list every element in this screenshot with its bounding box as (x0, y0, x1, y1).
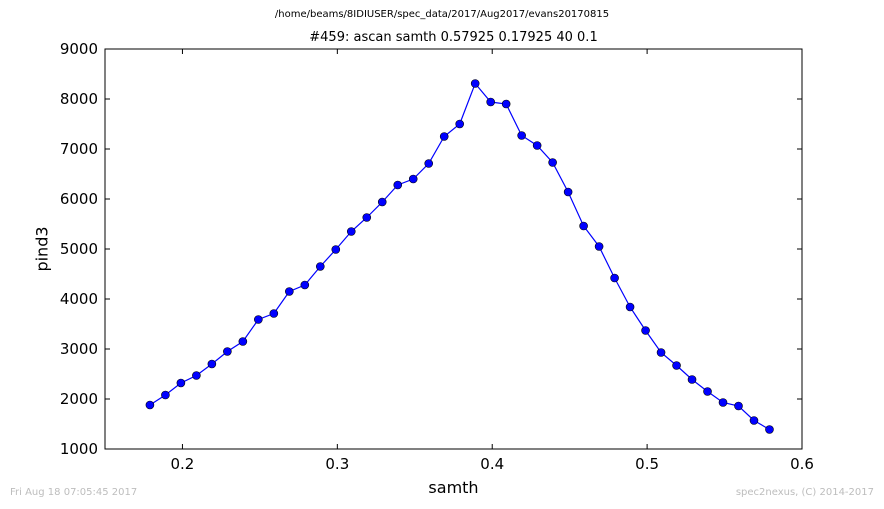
y-tick-label: 4000 (60, 290, 98, 308)
data-point (687, 375, 697, 384)
y-axis-label: pind3 (32, 226, 52, 272)
data-point (486, 97, 495, 107)
data-point (734, 401, 743, 411)
axis-ticks: 0.2 0.3 0.4 0.5 0.6 1000 2000 3000 4000 5000 6000 7… (60, 40, 814, 473)
data-point (393, 180, 403, 190)
data-point (455, 119, 464, 129)
data-point (610, 273, 619, 283)
copyright-footer: spec2nexus, (C) 2014-2017 (735, 487, 874, 498)
data-point (192, 371, 201, 380)
data-point (656, 348, 666, 357)
timestamp-footer: Fri Aug 18 07:05:45 2017 (10, 487, 138, 498)
y-tick-label: 2000 (60, 390, 98, 408)
data-point (269, 309, 279, 318)
plot-frame (104, 48, 803, 450)
data-point (254, 315, 263, 324)
data-point (346, 227, 356, 236)
chart-title: #459: ascan samth 0.57925 0.17925 40 0.1 (309, 30, 598, 45)
data-point (300, 280, 310, 290)
data-point (223, 347, 232, 356)
data-point (672, 361, 681, 370)
data-point (749, 416, 759, 425)
data-point (408, 174, 418, 184)
y-tick-label: 6000 (60, 190, 98, 208)
file-path-title: /home/beams/8IDIUSER/spec_data/2017/Aug2… (274, 9, 610, 20)
y-tick-label: 1000 (60, 440, 98, 458)
data-point (145, 400, 155, 410)
data-point (315, 262, 325, 271)
data-point (548, 158, 557, 167)
data-point (641, 326, 650, 335)
data-point (207, 359, 217, 369)
y-tick-label: 5000 (60, 240, 98, 258)
data-point (331, 245, 341, 254)
x-axis-label: samth (428, 478, 479, 497)
series-line-group (145, 79, 774, 434)
data-point (285, 287, 294, 296)
data-point (703, 387, 712, 396)
data-point (161, 390, 170, 400)
data-point (594, 242, 604, 251)
data-point (718, 398, 728, 407)
x-tick-label: 0.2 (171, 455, 195, 473)
y-tick-label: 8000 (60, 90, 98, 108)
x-tick-label: 0.5 (635, 455, 659, 473)
data-point (439, 132, 449, 141)
data-point (563, 187, 573, 197)
data-point (377, 197, 387, 207)
data-point (424, 159, 434, 168)
y-tick-label: 3000 (60, 340, 98, 358)
data-point (238, 337, 248, 346)
data-point (765, 425, 774, 434)
x-tick-label: 0.6 (790, 455, 814, 473)
data-point (470, 79, 480, 88)
y-tick-label: 9000 (60, 40, 98, 58)
data-point (501, 99, 511, 109)
data-point (625, 302, 635, 312)
data-point (176, 378, 186, 388)
data-point (517, 131, 526, 140)
data-point (532, 141, 542, 150)
x-tick-label: 0.4 (480, 455, 504, 473)
data-point (362, 213, 372, 222)
y-tick-label: 7000 (60, 140, 98, 158)
x-tick-label: 0.3 (325, 455, 349, 473)
data-point (579, 221, 588, 231)
